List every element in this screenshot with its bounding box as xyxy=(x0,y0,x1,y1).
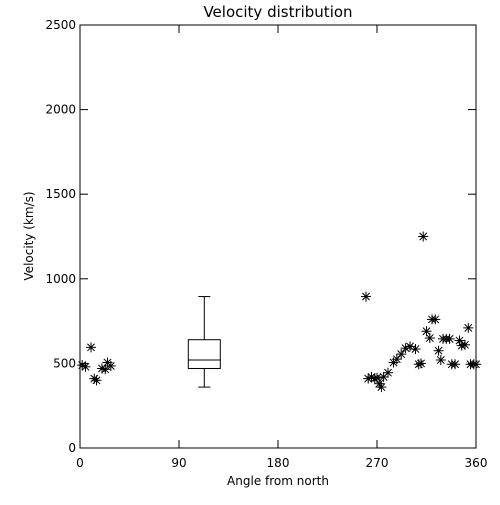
chart-title: Velocity distribution xyxy=(203,3,352,21)
data-point xyxy=(91,375,102,386)
data-point xyxy=(383,367,393,378)
data-point xyxy=(77,360,88,371)
data-point xyxy=(376,382,387,393)
data-point xyxy=(86,342,96,353)
data-point xyxy=(444,333,455,344)
data-point xyxy=(463,322,474,333)
y-tick-label: 2500 xyxy=(45,18,76,32)
x-axis-title: Angle from north xyxy=(227,474,329,488)
y-tick-label: 2000 xyxy=(45,103,76,117)
x-tick-label: 360 xyxy=(465,456,488,470)
data-point xyxy=(418,231,429,242)
data-point xyxy=(396,349,407,360)
y-axis-title: Velocity (km/s) xyxy=(22,191,36,280)
data-point xyxy=(450,359,461,370)
data-point xyxy=(416,358,426,369)
boxplot-box xyxy=(187,339,221,369)
data-point xyxy=(460,339,470,350)
data-point xyxy=(105,360,116,371)
data-point xyxy=(433,345,444,356)
y-tick-label: 0 xyxy=(68,441,76,455)
x-tick-label: 0 xyxy=(76,456,84,470)
x-tick-label: 180 xyxy=(267,456,290,470)
data-point xyxy=(400,343,411,354)
data-point xyxy=(424,333,435,344)
plot-frame xyxy=(79,24,477,449)
data-point xyxy=(361,291,371,302)
y-tick-label: 500 xyxy=(53,356,76,370)
data-point xyxy=(471,359,481,370)
x-tick-label: 270 xyxy=(366,456,389,470)
x-tick-label: 90 xyxy=(171,456,186,470)
y-tick-label: 1000 xyxy=(45,272,76,286)
data-point xyxy=(410,344,421,355)
y-tick-label: 1500 xyxy=(45,187,76,201)
data-point xyxy=(80,361,91,372)
data-point xyxy=(435,355,446,366)
data-point xyxy=(430,314,441,325)
